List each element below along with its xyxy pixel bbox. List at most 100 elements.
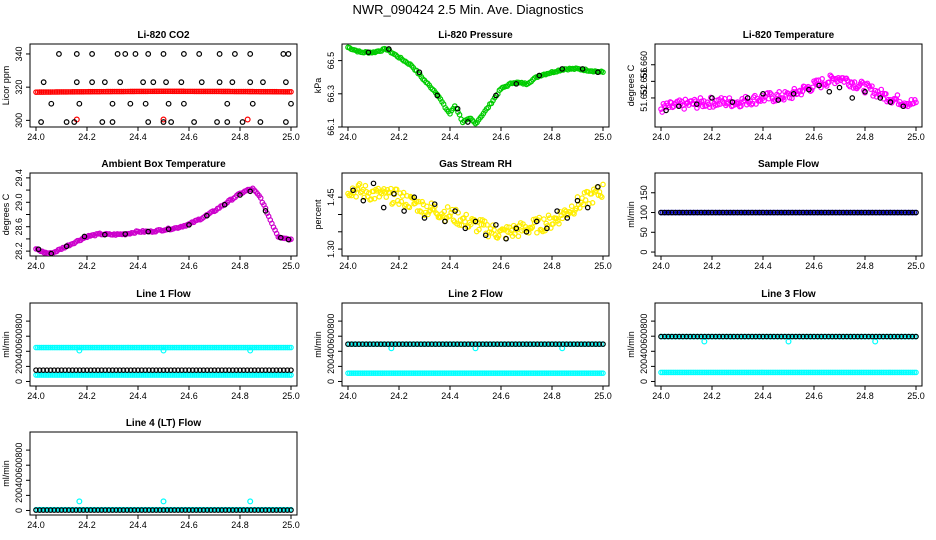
band-point <box>423 370 430 376</box>
scatter-point <box>738 103 744 109</box>
overlay-point <box>584 204 591 211</box>
row-point <box>374 341 380 347</box>
row-point <box>778 209 785 216</box>
band-point <box>762 333 768 340</box>
band-point <box>175 88 181 95</box>
band-point <box>874 209 881 216</box>
band-point <box>357 341 364 347</box>
band-point <box>80 344 87 351</box>
data-point <box>89 51 95 57</box>
band-point <box>514 341 521 347</box>
band-point <box>76 344 83 351</box>
band-point <box>96 344 103 351</box>
band-point <box>113 344 119 351</box>
row-point <box>676 209 683 216</box>
band-point <box>439 370 446 376</box>
row-point <box>752 333 759 340</box>
y-tick-label: 28.6 <box>14 218 24 236</box>
band-point <box>813 369 819 376</box>
row-point <box>767 333 774 340</box>
band-point <box>867 369 874 376</box>
row-point <box>476 341 482 347</box>
y-tick-label: 29.0 <box>14 194 24 212</box>
band-point <box>275 88 282 95</box>
row-point <box>244 367 251 373</box>
row-point <box>909 333 916 340</box>
data-point <box>196 51 203 57</box>
band-point <box>242 88 249 95</box>
band-point <box>591 341 597 347</box>
band-point <box>827 369 834 376</box>
row-point <box>421 341 428 347</box>
band-point <box>348 370 355 376</box>
row-point <box>443 341 450 347</box>
band-point <box>160 344 167 351</box>
x-tick-label: 25.0 <box>282 391 300 401</box>
row-point <box>829 333 836 340</box>
band-point <box>776 369 783 376</box>
band-point <box>809 209 815 216</box>
overlay-point <box>775 97 782 103</box>
row-point <box>47 507 54 513</box>
row-point <box>120 367 127 373</box>
band-point <box>851 369 857 376</box>
band-point <box>273 344 280 351</box>
band-point <box>398 370 404 376</box>
scatter-point <box>658 106 664 112</box>
band-point <box>126 344 132 351</box>
band-point <box>405 370 411 376</box>
band-point <box>725 209 732 216</box>
scatter-point <box>477 216 483 223</box>
band-point <box>255 88 262 95</box>
band-point <box>155 372 161 378</box>
row-point <box>280 507 287 513</box>
row-point <box>873 333 879 340</box>
overlay-point <box>102 231 108 238</box>
x-tick-label: 24.2 <box>78 520 96 530</box>
data-point <box>198 79 205 86</box>
row-point <box>683 209 690 216</box>
row-point <box>262 367 269 373</box>
band-point <box>596 370 603 376</box>
y-tick-label: 66.5 <box>326 52 336 70</box>
band-point <box>864 333 870 340</box>
row-point <box>709 209 715 216</box>
band-point <box>275 344 282 351</box>
band-point <box>747 333 754 340</box>
row-point <box>552 341 559 347</box>
overlay-point <box>544 225 550 232</box>
band-point <box>833 369 839 376</box>
band-point <box>541 370 548 376</box>
row-point <box>836 333 843 340</box>
data-point <box>160 51 167 57</box>
row-point <box>567 341 574 347</box>
band-point <box>780 333 786 340</box>
plot-frame <box>29 302 298 387</box>
band-point <box>441 341 448 347</box>
band-point <box>740 333 746 340</box>
band-point <box>672 369 679 376</box>
row-point <box>135 507 141 513</box>
band-point <box>398 341 404 347</box>
row-point <box>683 333 690 340</box>
row-point <box>58 507 65 513</box>
band-point <box>878 209 885 216</box>
row-point <box>377 341 384 347</box>
band-point <box>155 344 161 351</box>
band-point <box>146 344 152 351</box>
band-point <box>791 209 797 216</box>
band-point <box>286 344 292 351</box>
row-point <box>164 507 170 513</box>
band-point <box>253 372 260 378</box>
chart-title: Li-820 Pressure <box>438 30 513 41</box>
band-point <box>162 372 169 378</box>
row-point <box>905 209 912 216</box>
band-point <box>361 370 368 376</box>
row-point <box>106 507 112 513</box>
band-point <box>512 370 519 376</box>
overlay-point <box>693 101 700 107</box>
y-axis-label: ml/min <box>626 201 636 228</box>
row-point <box>113 367 119 373</box>
band-point <box>124 88 130 95</box>
y-tick-label: 0 <box>639 250 649 255</box>
